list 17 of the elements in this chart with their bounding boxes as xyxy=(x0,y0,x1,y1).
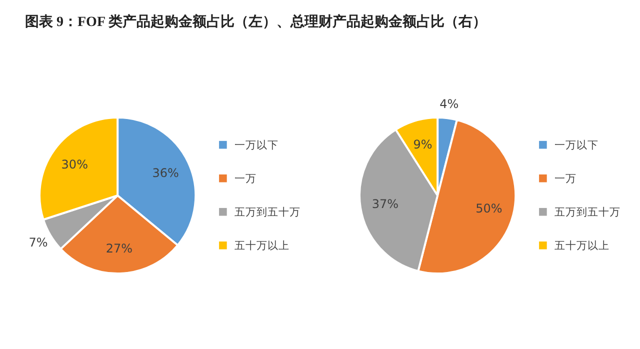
legend-label: 一万 xyxy=(554,172,577,185)
legend-label: 五万到五十万 xyxy=(554,205,621,218)
data-label: 4% xyxy=(440,97,459,112)
chart-title: 图表 9：FOF 类产品起购金额占比（左）、总理财产品起购金额占比（右） xyxy=(25,13,486,32)
legend-label: 一万 xyxy=(234,172,257,185)
data-label: 7% xyxy=(28,235,48,250)
data-label: 9% xyxy=(413,138,432,152)
legend-label: 五万到五十万 xyxy=(234,205,301,218)
data-label: 37% xyxy=(372,196,398,211)
legend-label: 五十万以上 xyxy=(234,238,290,252)
legend-label: 一万以下 xyxy=(234,138,279,152)
data-label: 50% xyxy=(476,202,502,216)
legend-label: 一万以下 xyxy=(554,138,599,152)
data-label: 30% xyxy=(61,157,88,172)
legend-label: 五十万以上 xyxy=(554,238,610,252)
data-label: 27% xyxy=(106,241,133,256)
data-label: 36% xyxy=(152,166,179,180)
